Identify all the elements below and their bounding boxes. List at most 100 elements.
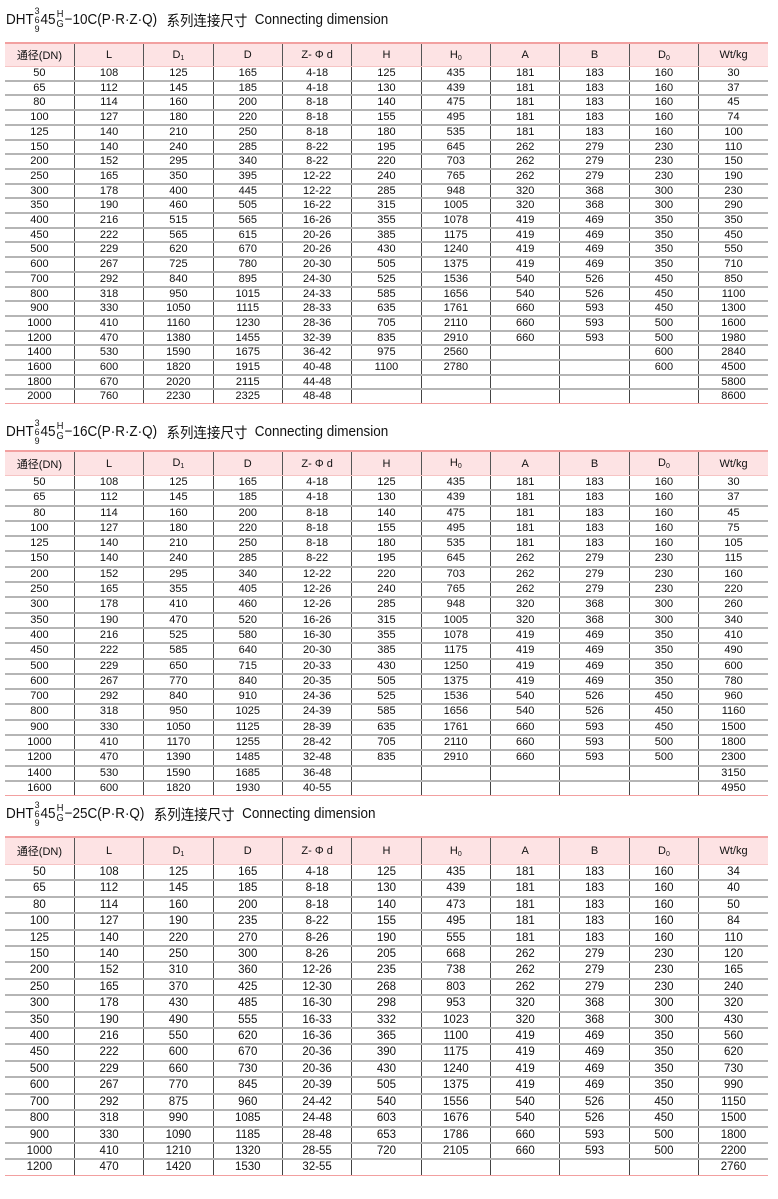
table-cell: 1536 <box>420 689 491 706</box>
table-cell: 350 <box>628 242 699 259</box>
table-cell: 585 <box>351 704 422 721</box>
table-row: 150 140 250 300 8-26 205 668 262 279 230 120 <box>5 946 768 964</box>
table-cell: 4-18 <box>281 66 352 82</box>
connecting-dimension-table-10c: 通径(DN) L D1 D Z- Φ d H H0 A B D0 Wt/kg 50 108 125 165 4… <box>5 42 768 405</box>
table-title: DHT 3 6 9 45 H G −25C(P·R·Q) 系列连接尺寸 Connecting di… <box>6 797 376 831</box>
table-cell: 703 <box>420 566 491 584</box>
table-cell: 330 <box>73 301 144 317</box>
table-cell: 555 <box>420 929 491 948</box>
table-cell: 65 <box>5 490 75 507</box>
header-label: D <box>172 457 181 469</box>
table-cell: 160 <box>628 913 699 931</box>
table-cell: 1685 <box>212 765 283 782</box>
header-label: 通径(DN) <box>16 50 63 62</box>
table-cell: 840 <box>143 689 214 706</box>
table-cell: 262 <box>490 978 560 997</box>
table-cell: 720 <box>351 1142 422 1161</box>
table-cell: 24-39 <box>281 704 352 721</box>
table-cell: 320 <box>490 183 560 200</box>
table-cell: 660 <box>490 735 560 752</box>
table-cell: 222 <box>73 643 144 660</box>
table-cell: 230 <box>628 582 699 599</box>
table-cell: 835 <box>351 330 422 347</box>
table-cell: 390 <box>351 1044 422 1062</box>
table-cell: 12-26 <box>281 962 352 980</box>
table-cell: 8-22 <box>281 551 352 568</box>
table-cell: 1125 <box>212 719 283 737</box>
table-cell: 285 <box>212 139 283 156</box>
table-cell: 910 <box>212 689 283 706</box>
table-cell: 318 <box>73 1110 144 1128</box>
table-cell: 469 <box>559 673 630 691</box>
table-cell: 450 <box>628 286 699 303</box>
table-cell: 279 <box>559 139 630 156</box>
table-cell: 108 <box>73 66 144 82</box>
column-header: D1 <box>143 42 214 67</box>
table-cell: 593 <box>559 719 630 737</box>
table-cell: 350 <box>628 673 699 691</box>
table-cell: 1250 <box>420 658 491 675</box>
table-cell: 1005 <box>420 198 491 215</box>
table-cell: 1085 <box>212 1110 283 1128</box>
table-cell: 1820 <box>143 360 214 376</box>
table-cell: 300 <box>5 995 75 1013</box>
table-cell: 1915 <box>212 360 283 376</box>
table-cell: 220 <box>351 154 422 170</box>
table-row: 500 229 650 715 20-33 430 1250 419 469 350 600 <box>5 658 768 675</box>
table-cell: 500 <box>5 658 75 675</box>
table-cell <box>628 1159 699 1176</box>
table-cell: 1050 <box>143 719 214 737</box>
table-cell: 210 <box>143 536 214 553</box>
table-cell: 1100 <box>351 360 422 376</box>
table-row: 200 152 295 340 12-22 220 703 262 279 230 160 <box>5 566 768 584</box>
table-cell: 565 <box>143 227 214 244</box>
table-cell: 990 <box>143 1110 214 1128</box>
table-cell: 28-55 <box>281 1142 352 1161</box>
table-cell: 1800 <box>5 374 75 391</box>
table-cell: 279 <box>559 962 630 980</box>
table-cell: 505 <box>212 198 283 215</box>
table-cell: 770 <box>143 1077 214 1095</box>
table-cell: 165 <box>212 475 283 492</box>
table-cell: 670 <box>73 374 144 391</box>
header-label: A <box>521 49 529 61</box>
table-cell: 65 <box>5 80 75 97</box>
table-cell: 526 <box>559 1093 630 1112</box>
table-cell: 285 <box>351 597 422 614</box>
table-cell: 450 <box>628 704 699 721</box>
table-cell: 435 <box>420 475 491 492</box>
table-cell: 250 <box>5 978 75 997</box>
table-cell: 439 <box>420 880 491 898</box>
table-cell: 526 <box>559 271 630 288</box>
table-cell: 400 <box>5 1028 75 1046</box>
table-cell: 183 <box>559 913 630 931</box>
table-cell: 515 <box>143 213 214 229</box>
table-row: 50 108 125 165 4-18 125 435 181 183 160 30 <box>5 66 768 82</box>
table-cell: 660 <box>490 301 560 317</box>
table-cell: 2200 <box>698 1142 768 1161</box>
table-cell: 593 <box>559 1142 630 1161</box>
stack-digit: 9 <box>34 817 40 829</box>
table-cell: 368 <box>559 995 630 1013</box>
table-row: 1000 410 1170 1255 28-42 705 2110 660 593 500 1800 <box>5 735 768 752</box>
header-label: B <box>590 49 599 61</box>
table-cell: 12-26 <box>281 597 352 614</box>
table-cell: 210 <box>143 124 214 141</box>
table-cell: 620 <box>212 1028 283 1046</box>
table-cell: 160 <box>628 880 699 898</box>
table-cell: 220 <box>351 566 422 584</box>
table-cell: 2020 <box>143 374 214 391</box>
table-cell: 50 <box>5 864 75 882</box>
table-cell: 410 <box>73 735 144 752</box>
table-cell: 2910 <box>420 330 491 347</box>
table-cell: 181 <box>490 505 560 522</box>
table-row: 65 112 145 185 4-18 130 439 181 183 160 37 <box>5 490 768 507</box>
table-cell: 469 <box>559 1028 630 1046</box>
table-cell: 350 <box>628 257 699 273</box>
table-cell: 16-33 <box>281 1011 352 1030</box>
table-cell: 28-42 <box>281 735 352 752</box>
header-label: L <box>105 845 113 857</box>
table-cell: 12-22 <box>281 168 352 185</box>
table-cell: 2780 <box>420 360 491 376</box>
